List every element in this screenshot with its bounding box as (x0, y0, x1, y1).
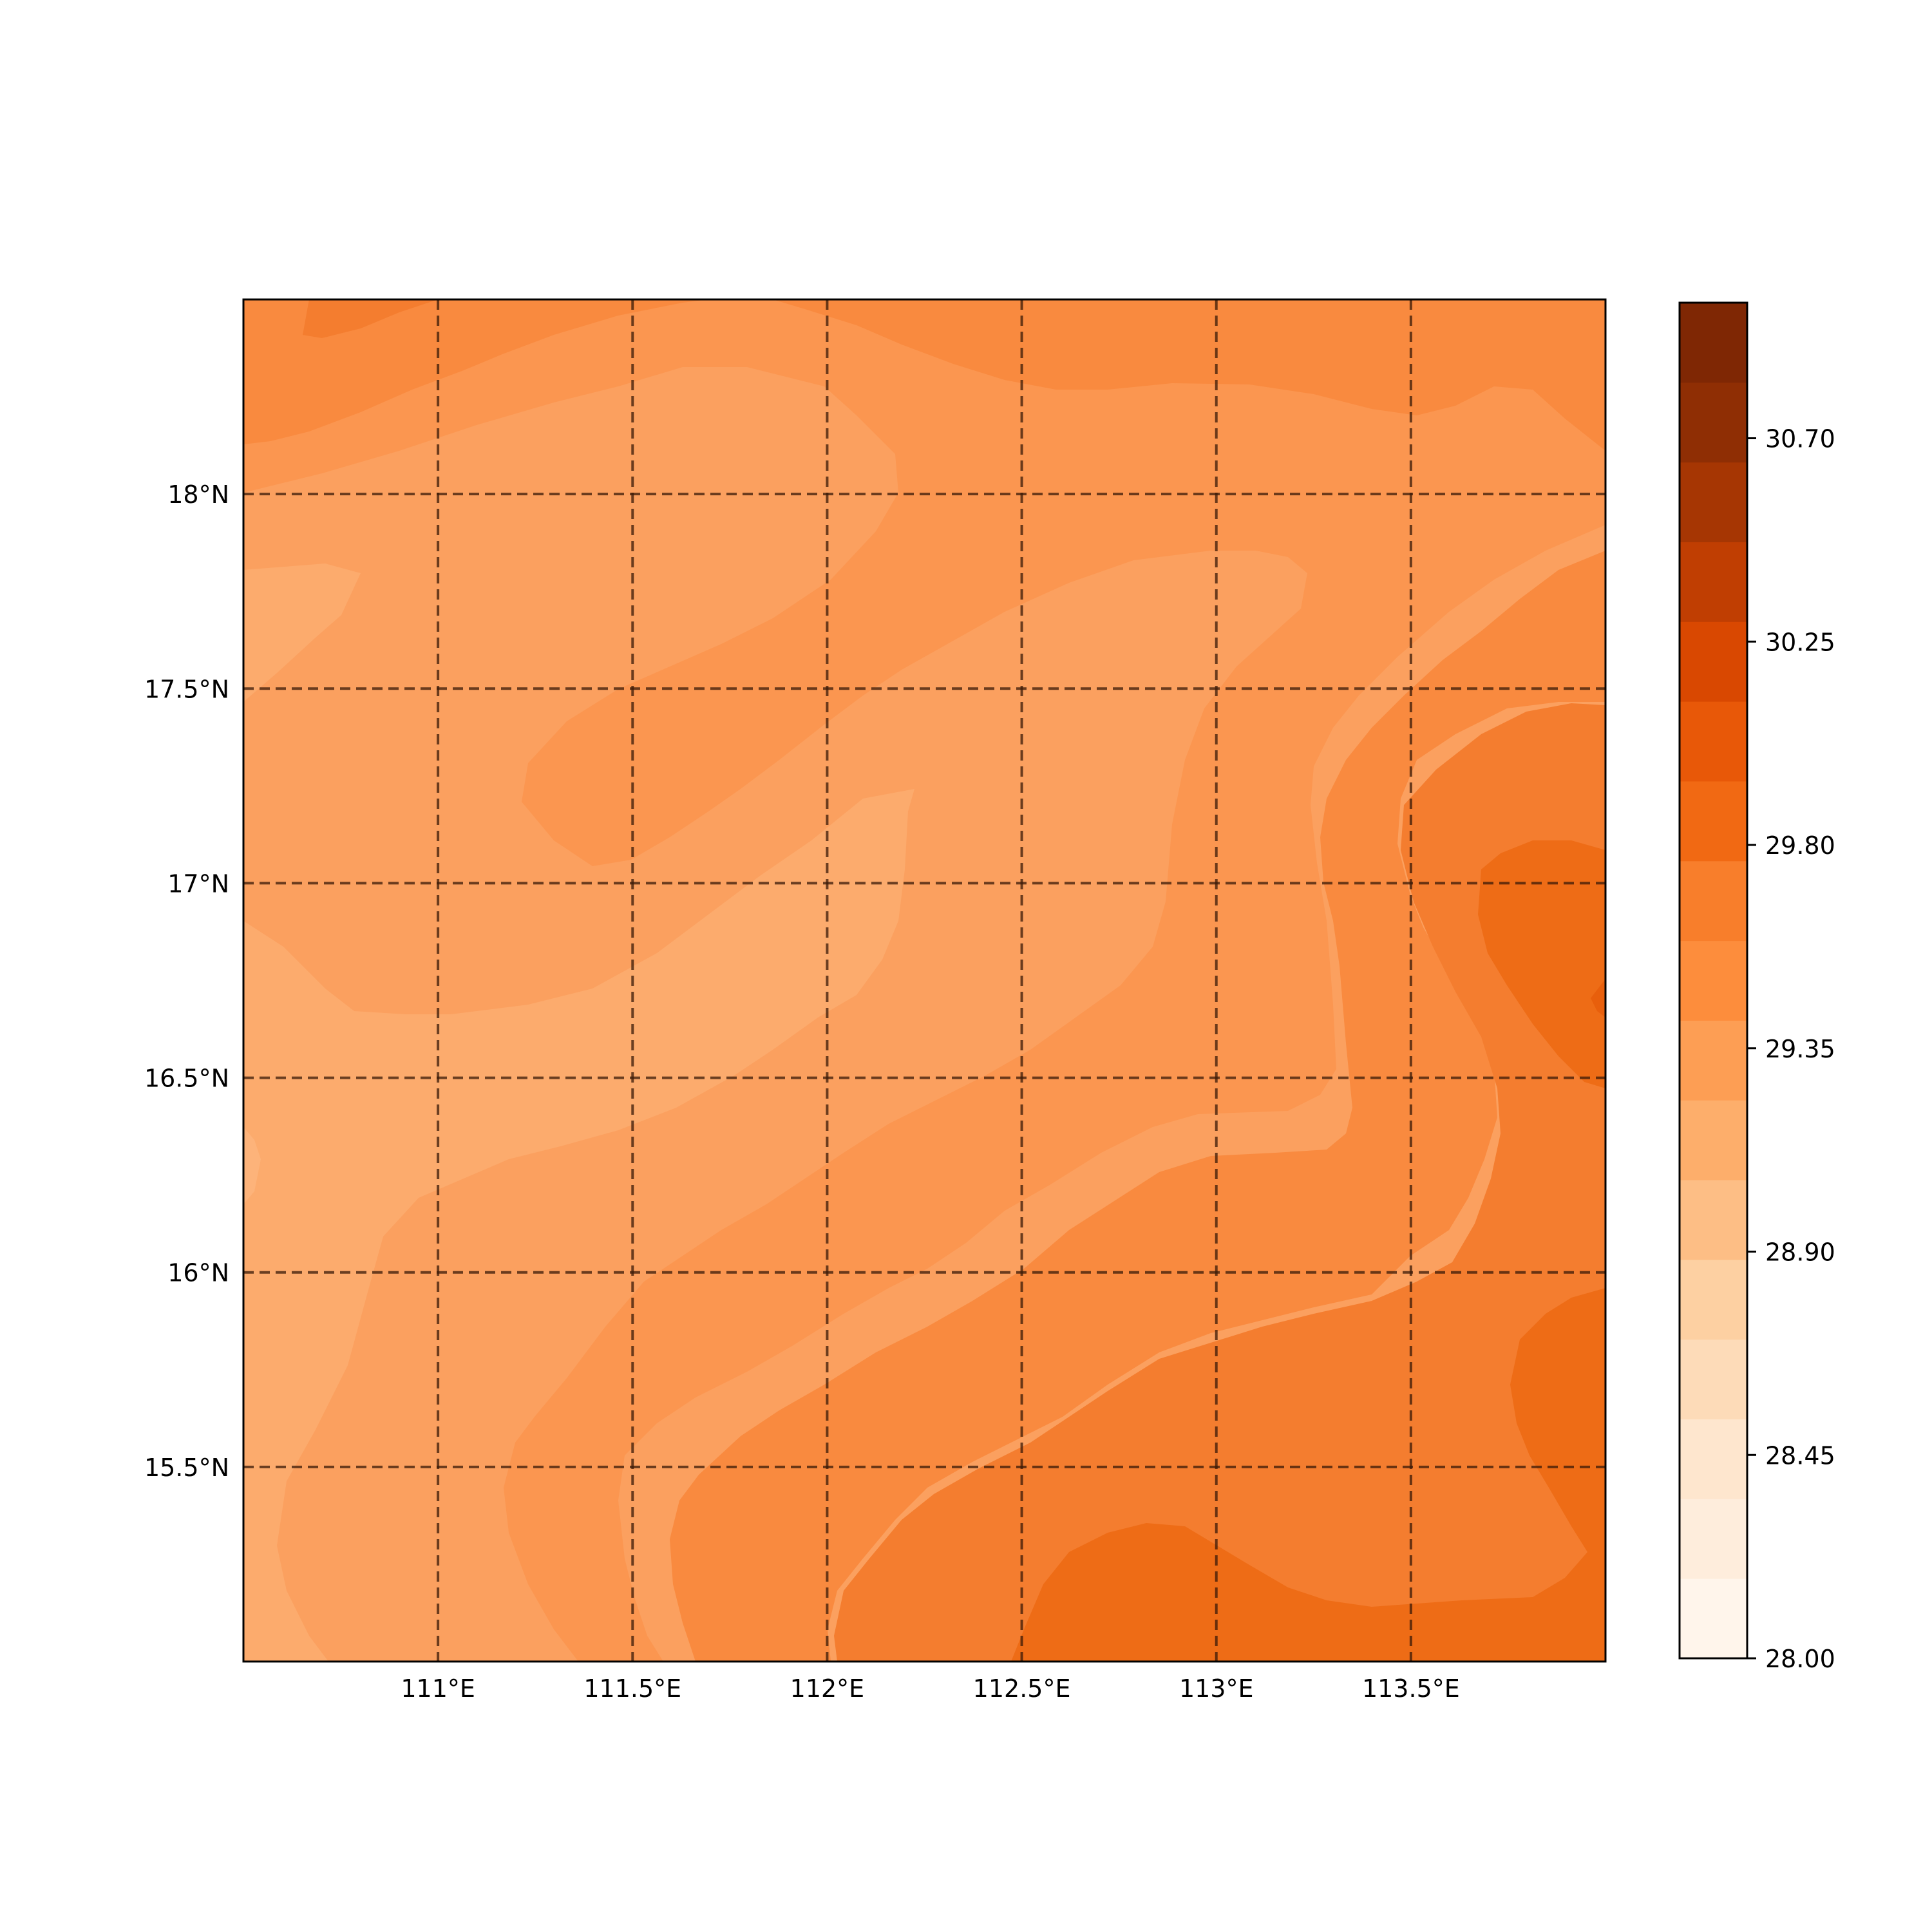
latitude-tick-label: 16.5°N (144, 1065, 229, 1093)
colorbar-tick-label: 29.80 (1765, 831, 1835, 860)
longitude-tick-label: 112°E (790, 1674, 865, 1703)
latitude-tick-label: 16°N (167, 1259, 229, 1287)
field-level-29-2 (243, 299, 1605, 1662)
temperature-field (243, 299, 1605, 1662)
colorbar-segment (1680, 860, 1747, 942)
colorbar-tick-label: 29.35 (1765, 1035, 1835, 1063)
longitude-tick-label: 111°E (401, 1674, 475, 1703)
longitude-tick-label: 113.5°E (1362, 1674, 1460, 1703)
longitude-tick-label: 112.5°E (973, 1674, 1071, 1703)
colorbar-segment (1680, 303, 1747, 383)
colorbar-segment (1680, 781, 1747, 862)
colorbar-segment (1680, 940, 1747, 1021)
colorbar-segment (1680, 1578, 1747, 1659)
field-level-28-9 (243, 564, 914, 1662)
colorbar-segment (1680, 462, 1747, 542)
field-level-29-35b (243, 299, 708, 444)
latitude-tick-label: 18°N (167, 480, 229, 509)
colorbar-segment (1680, 621, 1747, 702)
colorbar-segment (1680, 1499, 1747, 1579)
colorbar-tick-label: 28.45 (1765, 1441, 1835, 1470)
colorbar-tick-label: 30.25 (1765, 628, 1835, 656)
colorbar: 30.70 30.25 29.80 29.35 28.90 28.45 28.00 (1678, 301, 1835, 1673)
colorbar-segment (1680, 1020, 1747, 1101)
colorbar-segment (1680, 1339, 1747, 1420)
colorbar-segment (1680, 1419, 1747, 1499)
colorbar-segment (1680, 1259, 1747, 1340)
field-level-29-8 (1591, 979, 1605, 1018)
gridlines (243, 299, 1605, 1662)
longitude-tick-label: 111.5°E (583, 1674, 681, 1703)
field-level-29-35 (243, 299, 1605, 1662)
longitude-labels: 111°E 111.5°E 112°E 112.5°E 113°E 113.5°E (401, 1674, 1459, 1703)
colorbar-frame (1678, 301, 1748, 1660)
longitude-tick-label: 113°E (1179, 1674, 1254, 1703)
map-frame (242, 298, 1607, 1663)
colorbar-segment (1680, 542, 1747, 622)
latitude-labels: 18°N 17.5°N 17°N 16.5°N 16°N 15.5°N (144, 480, 229, 1482)
latitude-tick-label: 17.5°N (144, 675, 229, 703)
latitude-tick-label: 17°N (167, 869, 229, 898)
latitude-tick-label: 15.5°N (144, 1454, 229, 1482)
colorbar-tick-label: 28.00 (1765, 1645, 1835, 1673)
colorbar-segment (1680, 701, 1747, 782)
colorbar-tick-label: 28.90 (1765, 1238, 1835, 1267)
field-level-28-9b (243, 1127, 261, 1204)
colorbar-tick-label: 30.70 (1765, 425, 1835, 453)
colorbar-segment (1680, 1180, 1747, 1260)
colorbar-segment (1680, 1100, 1747, 1180)
field-level-29-65 (1011, 840, 1605, 1662)
colorbar-segment (1680, 382, 1747, 463)
field-level-29-5 (303, 299, 1605, 1662)
